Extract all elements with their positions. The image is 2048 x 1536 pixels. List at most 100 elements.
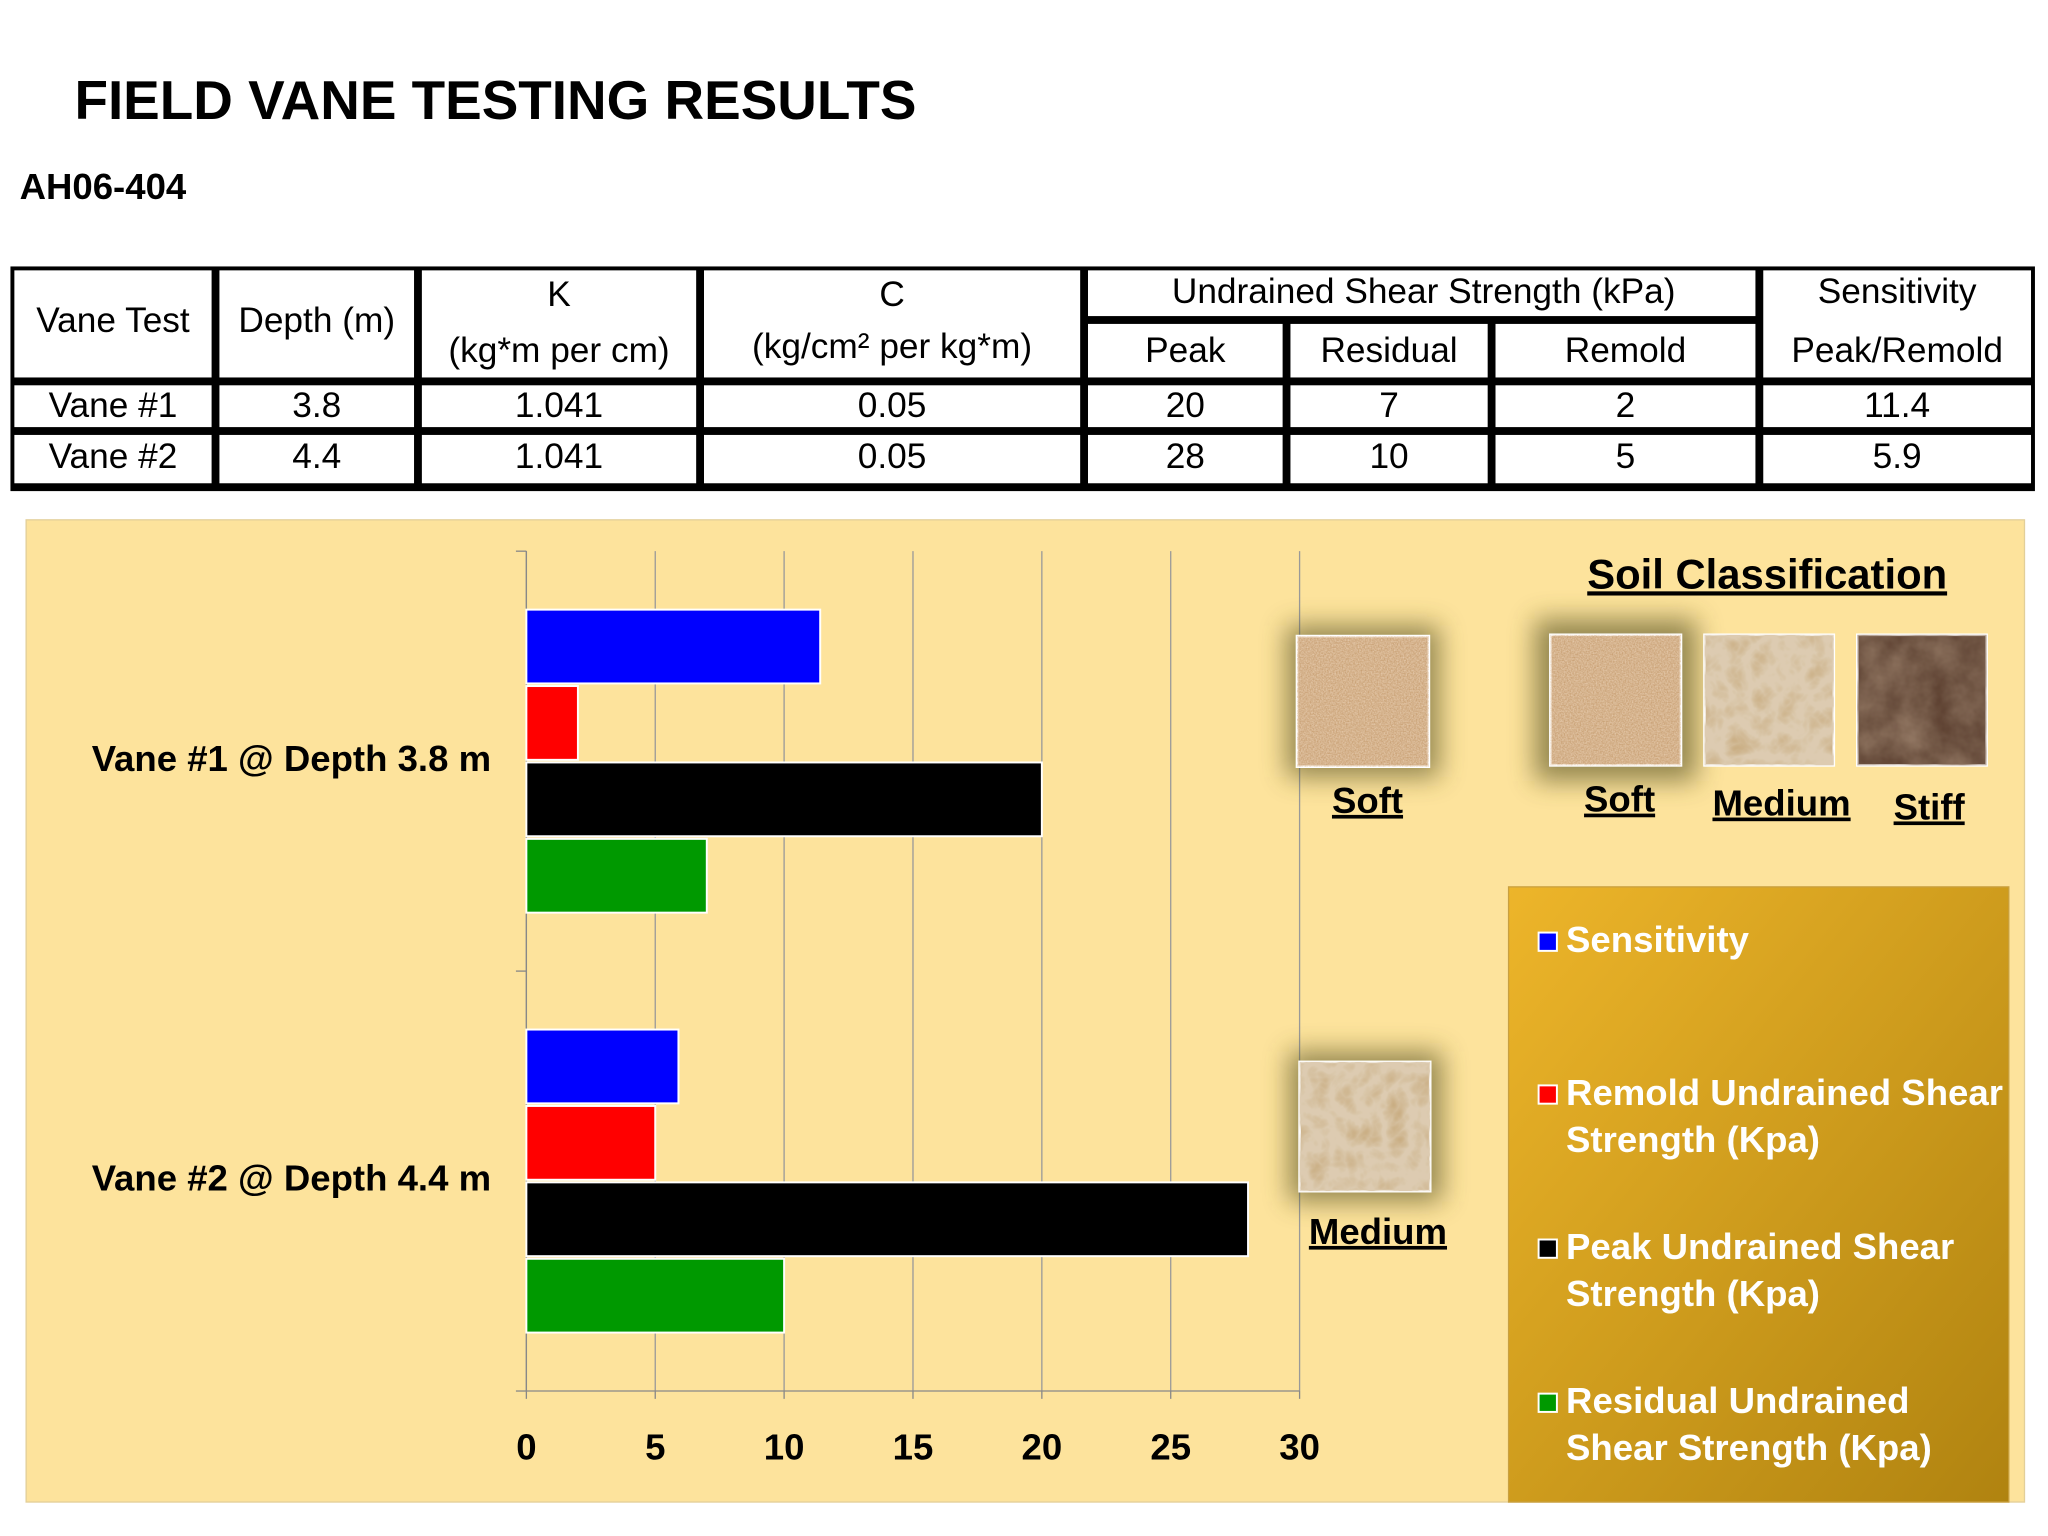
soil-labels: Soft Medium Soil Classification Soft Medium S… bbox=[1309, 550, 1966, 1252]
table-header: Residual bbox=[1320, 331, 1457, 370]
table-header: Sensitivity bbox=[1818, 272, 1977, 311]
table-cell-text: 7 bbox=[1379, 386, 1399, 425]
table-cell bbox=[1763, 434, 2032, 484]
table-cell bbox=[14, 385, 212, 428]
table-cell bbox=[1290, 385, 1488, 428]
x-tick-label: 0 bbox=[516, 1426, 536, 1467]
legend-label: Sensitivity bbox=[1566, 919, 1749, 960]
stiff-texture bbox=[1857, 634, 1987, 766]
x-tick-label: 30 bbox=[1279, 1426, 1320, 1467]
soil-label: Soil Classification bbox=[1587, 550, 1947, 597]
legend-entry: Sensitivity bbox=[1566, 919, 1749, 960]
legend-swatch bbox=[1537, 1084, 1558, 1105]
table-cell-text: 2 bbox=[1616, 386, 1636, 425]
table-cell-text: 4.4 bbox=[292, 437, 341, 476]
x-tick-label: 20 bbox=[1022, 1426, 1063, 1467]
table-cell bbox=[421, 385, 697, 428]
table-cell bbox=[1088, 323, 1283, 378]
bar bbox=[525, 685, 579, 761]
table-cell-text: 10 bbox=[1369, 437, 1408, 476]
bar bbox=[525, 1257, 786, 1334]
table-cell bbox=[704, 434, 1081, 484]
legend-entry: Remold Undrained Shear Strength (Kpa) bbox=[1566, 1072, 2003, 1160]
table-header: (kg/cm² per kg*m) bbox=[752, 327, 1032, 366]
table-cell bbox=[1290, 434, 1488, 484]
table-cell bbox=[1088, 385, 1283, 428]
table-cell bbox=[1290, 323, 1488, 378]
table-cell bbox=[704, 270, 1081, 378]
table-cell-text: 3.8 bbox=[292, 386, 341, 425]
legend-swatch bbox=[1537, 1238, 1558, 1259]
table-cell bbox=[1495, 385, 1756, 428]
table-cell bbox=[14, 434, 212, 484]
soil-images bbox=[1286, 619, 1988, 1202]
bar bbox=[525, 1028, 680, 1105]
bar bbox=[525, 1181, 1250, 1258]
table-cell-text: 20 bbox=[1166, 386, 1205, 425]
bar bbox=[525, 1104, 657, 1181]
medium-texture bbox=[1704, 634, 1834, 766]
legend-entry: Peak Undrained Shear Strength (Kpa) bbox=[1566, 1226, 1955, 1314]
table-header: Undrained Shear Strength (kPa) bbox=[1172, 272, 1676, 311]
table-header: K bbox=[547, 275, 571, 314]
x-tick-label: 10 bbox=[764, 1426, 805, 1467]
soil-label: Stiff bbox=[1894, 786, 1966, 827]
legend-label: Residual Undrained Shear Strength (Kpa) bbox=[1566, 1380, 1932, 1469]
soil-label: Soft bbox=[1332, 780, 1403, 821]
table-cell bbox=[421, 270, 697, 378]
table-header: Peak bbox=[1145, 331, 1226, 370]
legend-label: Peak Undrained Shear Strength (Kpa) bbox=[1566, 1226, 1955, 1314]
table-cell-text: 28 bbox=[1166, 437, 1205, 476]
bar bbox=[525, 608, 822, 685]
table-header: Vane Test bbox=[36, 301, 190, 340]
x-tick-label: 15 bbox=[893, 1426, 934, 1467]
soil-label: Medium bbox=[1712, 783, 1850, 824]
soft-texture bbox=[1550, 634, 1681, 766]
legend-swatch bbox=[1537, 1392, 1558, 1413]
table-cell-text: Vane #2 bbox=[49, 437, 178, 476]
table-cell-text: 0.05 bbox=[858, 437, 927, 476]
borehole-id: AH06-404 bbox=[20, 166, 187, 207]
table-cell bbox=[219, 385, 415, 428]
results-table: Vane Test Depth (m) K (kg*m per cm) C (kg/cm²… bbox=[10, 266, 2035, 492]
table-cell-text: Vane #1 bbox=[49, 386, 178, 425]
medium-texture bbox=[1299, 1061, 1431, 1192]
bar bbox=[525, 761, 1043, 838]
soil-label: Soft bbox=[1584, 779, 1655, 820]
soil-label: Medium bbox=[1309, 1211, 1447, 1252]
table-cell bbox=[1495, 434, 1756, 484]
table-cell bbox=[1088, 270, 1756, 317]
y-tick-label: Vane #1 @ Depth 3.8 m bbox=[92, 738, 491, 779]
table-cell bbox=[14, 270, 212, 378]
legend-box bbox=[1507, 886, 2010, 1503]
page-title: FIELD VANE TESTING RESULTS bbox=[74, 69, 916, 131]
x-tick-label: 25 bbox=[1150, 1426, 1191, 1467]
bar bbox=[525, 837, 708, 914]
table-cell-text: 5.9 bbox=[1873, 437, 1922, 476]
legend-label: Remold Undrained Shear Strength (Kpa) bbox=[1566, 1072, 2003, 1160]
table-cell bbox=[421, 434, 697, 484]
table-cell bbox=[1495, 323, 1756, 378]
table-header: Depth (m) bbox=[238, 301, 395, 340]
table-header: (kg*m per cm) bbox=[448, 331, 669, 370]
legend-swatch bbox=[1537, 931, 1558, 952]
table-header: Remold bbox=[1565, 331, 1686, 370]
table-cell-text: 1.041 bbox=[515, 437, 603, 476]
y-tick-label: Vane #2 @ Depth 4.4 m bbox=[92, 1158, 491, 1199]
table-cell-text: 11.4 bbox=[1864, 386, 1930, 425]
table-cell bbox=[704, 385, 1081, 428]
soft-texture bbox=[1296, 636, 1429, 767]
chart: 0 5 10 15 20 25 30 Vane #1 @ Depth 3.8 m Vane #2… bbox=[92, 550, 1320, 1467]
table-cell bbox=[1763, 270, 2032, 378]
table-cell bbox=[1088, 434, 1283, 484]
legend-entry: Residual Undrained Shear Strength (Kpa) bbox=[1566, 1380, 1932, 1469]
x-tick-label: 5 bbox=[645, 1426, 665, 1467]
table-cell bbox=[219, 434, 415, 484]
table-cell-text: 1.041 bbox=[515, 386, 603, 425]
table-cell bbox=[219, 270, 415, 378]
table-cell bbox=[1763, 385, 2032, 428]
table-header: C bbox=[879, 275, 904, 314]
table-cell-text: 5 bbox=[1616, 437, 1636, 476]
